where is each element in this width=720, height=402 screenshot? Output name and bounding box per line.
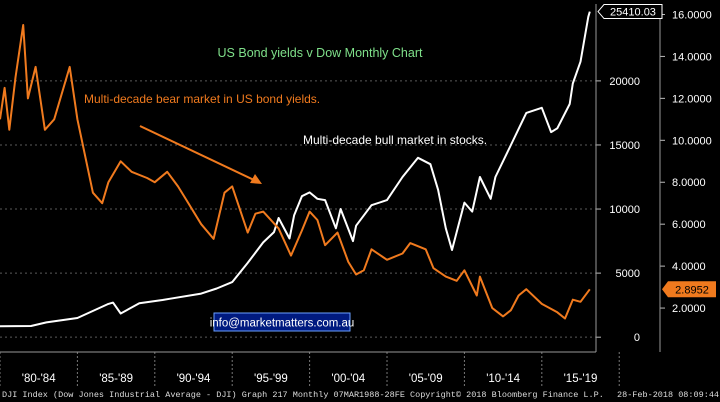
x-tick-label: '15-'19	[564, 373, 598, 385]
email-label: info@marketmatters.com.au	[210, 318, 355, 330]
y-right-tick-label: 16.0000	[672, 9, 712, 21]
axes: 0 5000 10000 15000 20000 2.0000 4.0000 6.0000 8.…	[0, 4, 716, 385]
y-right-tick-label: 12.0000	[672, 93, 712, 105]
trend-arrow	[139, 125, 262, 184]
x-tick-label: '95-'99	[254, 373, 288, 385]
annotation-bond-bear-market: Multi-decade bear market in US bond yiel…	[84, 92, 320, 106]
chart-title: US Bond yields v Dow Monthly Chart	[218, 46, 423, 60]
footer-copyright: Copyright© 2018 Bloomberg Finance L.P.	[410, 390, 604, 400]
x-tick-label: '90-'94	[177, 373, 211, 385]
y-right-tick-label: 2.0000	[672, 303, 706, 315]
y-right-tick-label: 14.0000	[672, 51, 712, 63]
series-layer	[0, 11, 591, 328]
x-tick-label: '85-'89	[99, 373, 133, 385]
y-right-tick-label: 4.0000	[672, 261, 706, 273]
y-right-tick-label: 6.0000	[672, 219, 706, 231]
footer: DJI Index (Dow Jones Industrial Average …	[0, 388, 720, 402]
x-tick-label: '80-'84	[22, 373, 56, 385]
y-left-tick-label: 0	[634, 332, 640, 344]
x-tick-label: '05-'09	[409, 373, 443, 385]
bond-last-value-tag	[662, 281, 716, 298]
email-box	[213, 312, 351, 332]
y-left-tick-label: 15000	[609, 140, 640, 152]
y-right-tick-label: 8.0000	[672, 177, 706, 189]
footer-timestamp: 28-Feb-2018 08:09:44	[617, 390, 720, 400]
x-tick-label: '10-'14	[486, 373, 520, 385]
x-tick-label: '00-'04	[331, 373, 365, 385]
y-left-tick-label: 10000	[609, 204, 640, 216]
y-left-tick-label: 5000	[616, 268, 640, 280]
y-left-tick-label: 20000	[609, 76, 640, 88]
annotation-stock-bull-market: Multi-decade bull market in stocks.	[303, 133, 487, 147]
bond-last-value-label: 2.8952	[675, 284, 709, 296]
dow-last-value-label: 25410.03	[610, 7, 656, 19]
footer-source: DJI Index (Dow Jones Industrial Average …	[2, 390, 405, 400]
y-right-tick-label: 10.0000	[672, 135, 712, 147]
bond-yield-series-line	[0, 24, 591, 320]
grid	[0, 80, 620, 386]
dow-series-line	[0, 11, 591, 328]
dow-last-value-tag	[597, 4, 663, 20]
